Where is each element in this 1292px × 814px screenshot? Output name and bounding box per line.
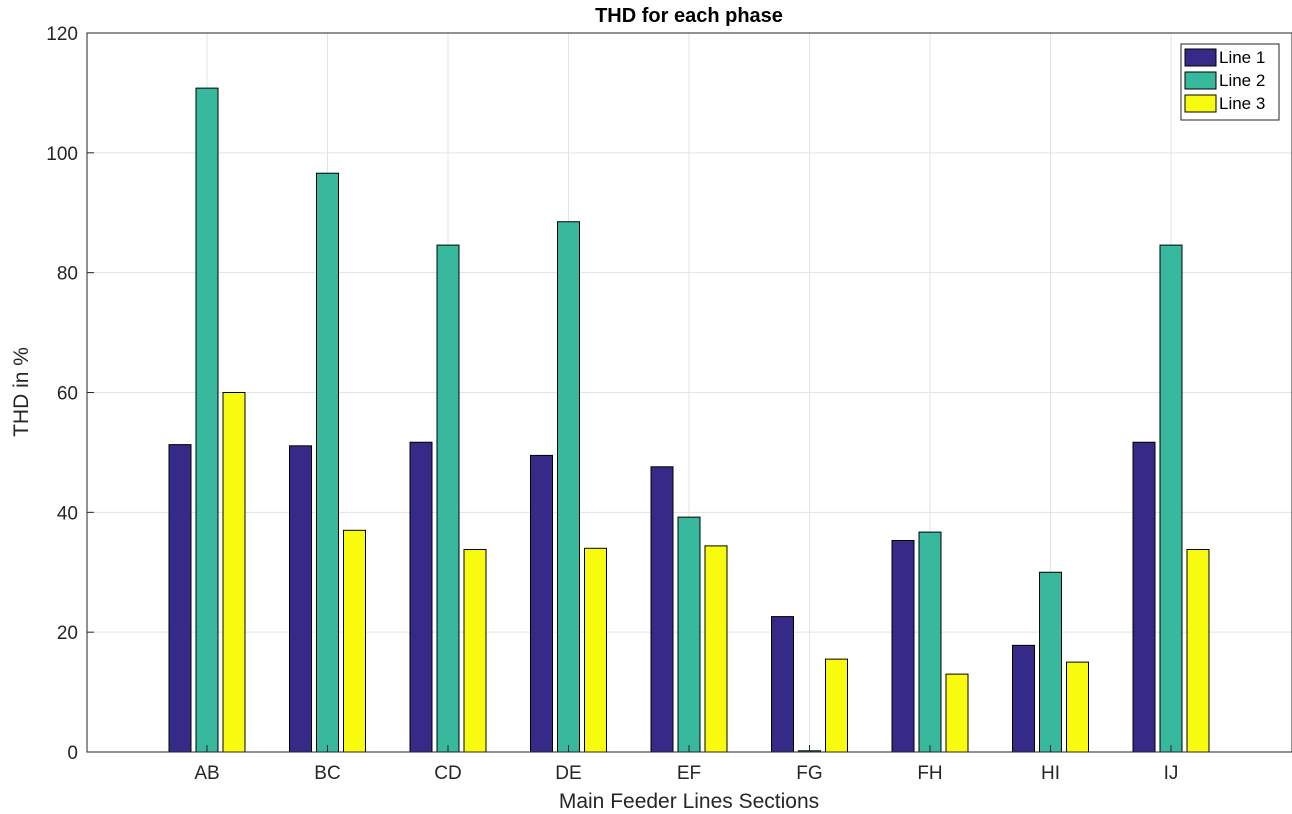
x-tick-label: DE (555, 763, 581, 784)
x-tick-label: CD (434, 763, 461, 784)
y-tick-label: 80 (57, 264, 78, 285)
bar-line-3-ab (222, 392, 246, 753)
bar-line-2-ef (677, 516, 701, 753)
x-axis-label: Main Feeder Lines Sections (559, 790, 819, 813)
y-axis-label: THD in % (10, 347, 33, 437)
legend-swatch-line-1 (1184, 48, 1217, 67)
bar-line-3-ij (1186, 548, 1210, 753)
y-tick-label: 0 (67, 743, 78, 764)
legend-label-line-3: Line 3 (1219, 94, 1265, 113)
x-tick-label: HI (1041, 763, 1060, 784)
y-axis-ticks: 0 20 40 60 80 100 120 (46, 24, 94, 764)
bar-line-1-ef (650, 466, 674, 753)
bar-line-3-fg (825, 658, 848, 753)
y-tick-label: 40 (57, 503, 78, 524)
bar-line-3-bc (343, 529, 366, 753)
bar-line-1-ab (168, 444, 192, 753)
x-tick-label: IJ (1164, 763, 1179, 784)
bar-line-3-cd (463, 548, 487, 753)
bar-line-2-hi (1039, 571, 1062, 753)
bar-line-2-cd (436, 244, 460, 753)
y-tick-label: 60 (57, 384, 78, 405)
bar-line-1-de (530, 454, 553, 753)
y-tick-label: 120 (46, 24, 78, 45)
chart-title: THD for each phase (595, 5, 783, 27)
bar-line-1-ij (1132, 441, 1156, 753)
bar-line-2-ab (195, 87, 219, 753)
bar-line-1-fg (771, 616, 794, 753)
legend-swatch-line-2 (1184, 71, 1217, 90)
bar-line-1-bc (289, 445, 312, 753)
bar-line-2-fh (918, 531, 942, 753)
bar-line-3-ef (704, 545, 728, 753)
y-tick-label: 20 (57, 623, 78, 644)
bar-line-3-de (584, 547, 607, 753)
bar-line-2-bc (316, 172, 339, 753)
bars (168, 87, 1210, 753)
legend-label-line-2: Line 2 (1219, 71, 1265, 90)
y-tick-label: 100 (46, 144, 78, 165)
bar-line-1-cd (409, 441, 433, 753)
legend-label-line-1: Line 1 (1219, 48, 1265, 67)
x-tick-label: FH (917, 763, 942, 784)
bar-line-1-hi (1012, 644, 1035, 753)
legend: Line 1 Line 2 Line 3 (1180, 43, 1280, 121)
bar-line-2-ij (1159, 244, 1183, 753)
legend-swatch-line-3 (1184, 94, 1217, 113)
bar-line-3-hi (1066, 661, 1089, 753)
bar-line-1-fh (891, 539, 915, 753)
bar-line-3-fh (945, 673, 969, 753)
bar-line-2-de (557, 221, 580, 753)
x-tick-label: EF (677, 763, 701, 784)
x-tick-label: BC (314, 763, 340, 784)
x-axis-ticks: AB BC CD DE EF FG FH HI IJ (194, 745, 1178, 784)
x-tick-label: FG (796, 763, 822, 784)
x-tick-label: AB (194, 763, 219, 784)
